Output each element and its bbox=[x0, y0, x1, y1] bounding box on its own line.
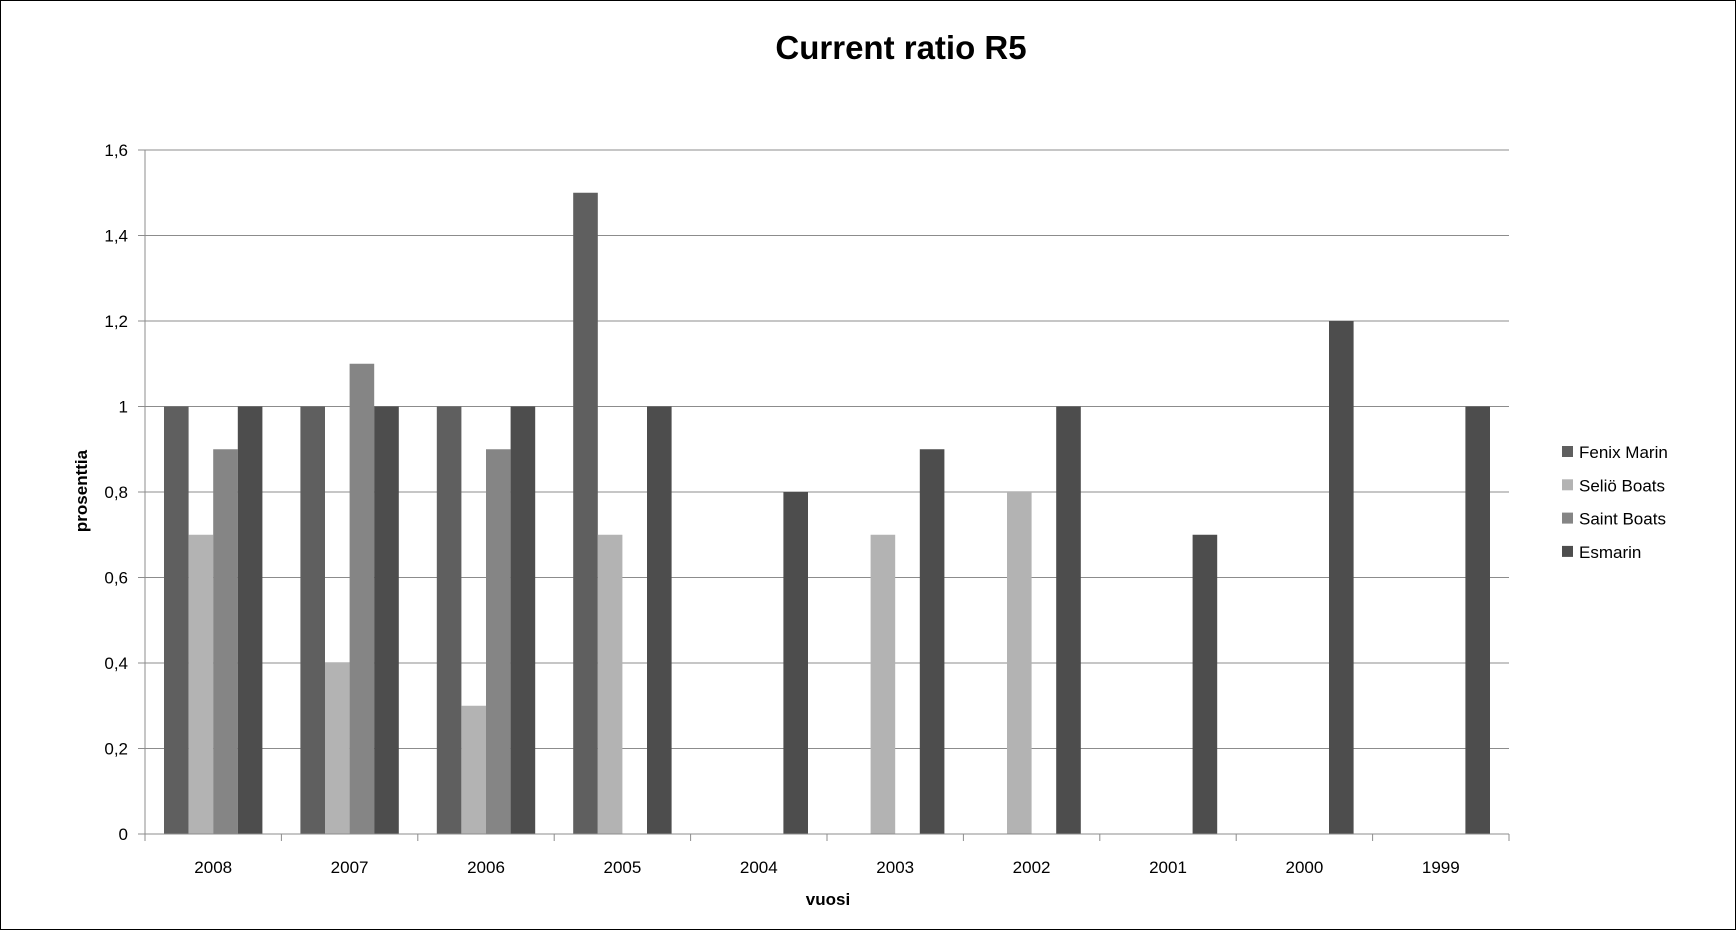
y-tick-label: 1,2 bbox=[104, 312, 128, 331]
chart-title: Current ratio R5 bbox=[775, 29, 1026, 66]
bar bbox=[164, 406, 189, 834]
legend-label: Saint Boats bbox=[1579, 510, 1666, 529]
bar bbox=[1007, 492, 1032, 834]
bar bbox=[349, 363, 375, 834]
legend-swatch bbox=[1562, 479, 1573, 491]
bar bbox=[510, 406, 536, 834]
x-tick-label: 2007 bbox=[331, 858, 369, 877]
bar bbox=[213, 449, 238, 834]
bar bbox=[573, 192, 598, 834]
y-tick-label: 0,2 bbox=[104, 740, 128, 759]
bar bbox=[783, 492, 808, 834]
y-tick-label: 0,6 bbox=[104, 569, 128, 588]
y-tick-labels: 0 0,2 0,4 0,6 0,8 1 1,2 1,4 1,6 bbox=[104, 141, 128, 844]
bar bbox=[647, 406, 672, 834]
bar bbox=[188, 534, 214, 834]
bar bbox=[300, 406, 325, 834]
x-tick-label: 2004 bbox=[740, 858, 778, 877]
legend-label: Fenix Marin bbox=[1579, 443, 1668, 462]
y-tick-label: 1,6 bbox=[104, 141, 128, 160]
x-axis-title: vuosi bbox=[806, 890, 850, 909]
bar bbox=[325, 663, 350, 834]
bar bbox=[597, 534, 623, 834]
y-tick-label: 0 bbox=[119, 825, 128, 844]
y-tick-label: 1,4 bbox=[104, 227, 128, 246]
bar bbox=[374, 406, 399, 834]
legend-swatch bbox=[1562, 446, 1573, 457]
x-tick-label: 1999 bbox=[1422, 858, 1460, 877]
bar bbox=[461, 705, 486, 834]
bar bbox=[919, 449, 945, 834]
legend-label: Seliö Boats bbox=[1579, 476, 1665, 495]
bar bbox=[436, 406, 462, 834]
legend-label: Esmarin bbox=[1579, 543, 1641, 562]
legend: Fenix Marin Seliö Boats Saint Boats Esmarin bbox=[1562, 443, 1668, 562]
x-tick-label: 2008 bbox=[194, 858, 232, 877]
y-tick-label: 0,8 bbox=[104, 483, 128, 502]
bar bbox=[870, 534, 896, 834]
bar bbox=[237, 406, 263, 834]
x-tick-label: 2006 bbox=[467, 858, 505, 877]
legend-swatch bbox=[1562, 545, 1573, 557]
y-axis-title: prosenttia bbox=[72, 449, 91, 532]
bars bbox=[164, 192, 1490, 834]
bar bbox=[1056, 406, 1081, 834]
bar bbox=[1192, 534, 1218, 834]
axes bbox=[144, 150, 1510, 841]
x-tick-label: 2000 bbox=[1285, 858, 1323, 877]
x-tick-label: 2002 bbox=[1013, 858, 1051, 877]
legend-swatch bbox=[1562, 512, 1573, 524]
x-tick-label: 2005 bbox=[603, 858, 641, 877]
bar bbox=[1329, 321, 1354, 834]
bar bbox=[1465, 406, 1490, 834]
y-tick-label: 0,4 bbox=[104, 654, 128, 673]
x-tick-labels: 2008 2007 2006 2005 2004 2003 2002 2001 2000 1999 bbox=[194, 858, 1459, 877]
x-tick-label: 2003 bbox=[876, 858, 914, 877]
x-tick-label: 2001 bbox=[1149, 858, 1187, 877]
bar bbox=[486, 449, 511, 834]
y-tick-label: 1 bbox=[119, 398, 128, 417]
